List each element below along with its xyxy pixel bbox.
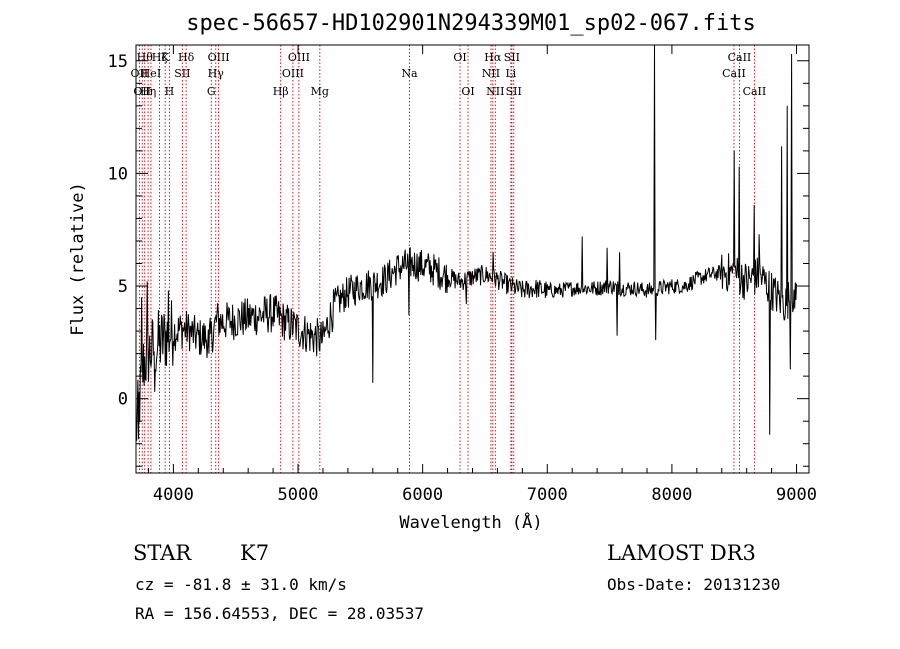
spectral-line-label: G: [207, 85, 216, 98]
spectral-line-label: CaII: [722, 67, 746, 80]
object-subclass: K7: [240, 541, 269, 565]
coordinates-text: RA = 156.64553, DEC = 28.03537: [135, 604, 424, 623]
spectrum-line: [135, 44, 797, 441]
spectral-line-label: H: [165, 85, 175, 98]
spectral-line-label: OIII: [208, 51, 230, 64]
spectral-line-label: Hη: [140, 85, 156, 98]
x-axis-ticks: 4000 5000 6000 7000 8000 9000: [147, 45, 817, 505]
spectral-line-label: CaII: [728, 51, 752, 64]
spectral-line-labels: OII OII Hθ Hη HeI HζK H SII Hδ G Hγ OIII Hβ OIII OIII M…: [131, 51, 767, 98]
x-tick-label: 9000: [776, 485, 817, 505]
spectral-line-markers: [138, 45, 755, 473]
x-tick-label: 6000: [402, 485, 443, 505]
spectral-line-label: NII: [486, 85, 504, 98]
x-tick-label: 8000: [651, 485, 692, 505]
spectral-line-label: SII: [174, 67, 190, 80]
spectral-line-label: HeI: [141, 67, 161, 80]
spectral-line-label: OIII: [282, 67, 304, 80]
redshift-text: cz = -81.8 ± 31.0 km/s: [135, 575, 347, 594]
spectral-line-label: OI: [453, 51, 466, 64]
x-tick-label: 4000: [153, 485, 194, 505]
y-tick-label: 15: [108, 52, 128, 72]
x-tick-label: 7000: [527, 485, 568, 505]
spectral-line-label: K: [161, 51, 170, 64]
spectral-line-label: OII: [133, 85, 151, 98]
y-axis-label: Flux (relative): [68, 182, 88, 336]
chart-title: spec-56657-HD102901N294339M01_sp02-067.f…: [186, 11, 756, 36]
spectral-line-label: Hα: [484, 51, 502, 64]
object-class: STAR: [133, 541, 192, 565]
spectral-line-label: CaII: [743, 85, 767, 98]
spectral-line-label: OII: [131, 67, 149, 80]
x-tick-label: 5000: [278, 485, 319, 505]
obs-date: Obs-Date: 20131230: [607, 575, 780, 594]
spectral-line-label: OI: [461, 85, 474, 98]
spectral-line-label: Li: [505, 67, 516, 80]
survey-name: LAMOST DR3: [607, 541, 756, 565]
y-tick-label: 0: [118, 390, 128, 410]
spectral-line-label: Mg: [311, 85, 329, 98]
y-tick-label: 10: [108, 164, 128, 184]
spectral-line-label: Hγ: [208, 67, 225, 80]
spectral-line-label: Hθ: [137, 51, 154, 64]
spectral-line-label: Na: [401, 67, 418, 80]
y-axis-ticks: 0 5 10 15: [108, 52, 809, 467]
plot-frame: [135, 44, 810, 474]
spectral-line-label: OIII: [288, 51, 310, 64]
spectral-line-label: Hβ: [273, 85, 289, 98]
spectral-line-label: Hδ: [178, 51, 195, 64]
spectral-line-label: Hζ: [152, 51, 168, 64]
y-tick-label: 5: [118, 277, 128, 297]
spectral-line-label: SII: [504, 51, 520, 64]
x-axis-label: Wavelength (Å): [399, 511, 542, 533]
spectral-line-label: SII: [506, 85, 522, 98]
spectral-line-label: NII: [482, 67, 500, 80]
